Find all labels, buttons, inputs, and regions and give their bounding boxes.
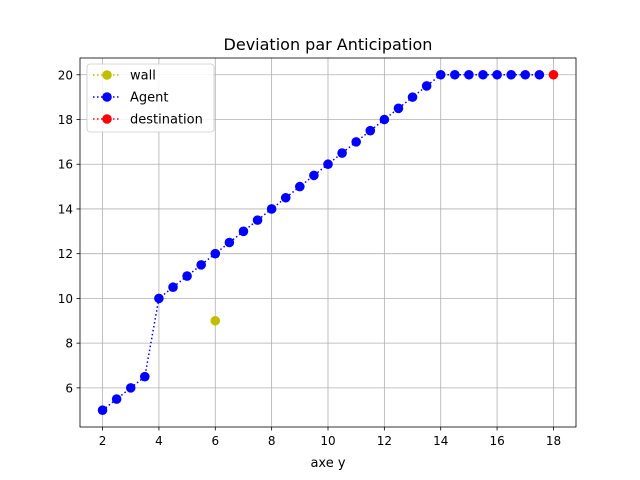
data-point <box>154 293 164 304</box>
legend-item: wall <box>93 69 156 84</box>
data-point <box>224 237 235 248</box>
legend-marker <box>102 70 112 80</box>
data-point <box>534 69 545 80</box>
legend: wall Agent destination <box>86 63 215 133</box>
data-point <box>111 394 122 404</box>
data-point <box>407 92 418 102</box>
data-point <box>196 260 206 270</box>
ticks: 2 4 6 8 10 12 14 16 18 6 8 10 12 14 16 18 20 <box>58 68 561 448</box>
y-tick-label: 16 <box>58 158 73 172</box>
data-point <box>323 159 333 170</box>
data-point <box>210 248 221 259</box>
x-tick-label: 6 <box>211 434 219 448</box>
series-wall <box>210 315 221 326</box>
x-tick-label: 4 <box>155 434 163 448</box>
data-point <box>351 137 361 147</box>
x-tick-label: 2 <box>99 434 107 448</box>
y-tick-label: 12 <box>58 247 73 261</box>
data-point <box>252 215 263 225</box>
data-point <box>379 114 390 125</box>
series-destination <box>548 69 559 80</box>
data-point <box>97 405 108 416</box>
legend-label: wall <box>130 69 156 84</box>
x-tick-label: 16 <box>489 434 504 448</box>
series-line <box>102 74 540 411</box>
legend-label: Agent <box>130 91 168 106</box>
data-point <box>309 170 319 181</box>
data-point <box>464 69 474 80</box>
x-tick-label: 8 <box>268 434 276 448</box>
data-point <box>506 69 516 80</box>
data-point <box>478 69 488 80</box>
data-point <box>266 204 277 214</box>
legend-item: destination <box>93 113 203 128</box>
legend-item: Agent <box>93 91 168 106</box>
data-point <box>365 125 376 136</box>
data-point <box>125 383 136 393</box>
data-point <box>337 148 347 158</box>
data-point <box>450 69 460 80</box>
data-point <box>210 315 221 326</box>
data-point <box>548 69 559 80</box>
data-point <box>140 371 150 382</box>
chart-title: Deviation par Anticipation <box>224 35 433 54</box>
y-tick-label: 14 <box>58 202 73 216</box>
data-point <box>238 226 249 237</box>
legend-box <box>86 63 215 133</box>
x-tick-label: 10 <box>320 434 335 448</box>
y-tick-label: 18 <box>58 113 73 127</box>
series-layer <box>97 69 559 416</box>
data-point <box>168 282 178 293</box>
data-point <box>435 69 446 80</box>
data-point <box>280 192 291 203</box>
data-point <box>520 69 531 80</box>
x-tick-label: 14 <box>433 434 448 448</box>
x-tick-label: 18 <box>546 434 561 448</box>
data-point <box>295 181 305 192</box>
y-tick-label: 6 <box>65 381 73 395</box>
y-tick-label: 8 <box>65 337 73 351</box>
legend-marker <box>102 114 112 124</box>
data-point <box>182 271 192 281</box>
legend-label: destination <box>130 113 203 128</box>
series-agent <box>97 69 545 416</box>
data-point <box>492 69 502 80</box>
y-tick-label: 10 <box>58 292 73 306</box>
x-tick-label: 12 <box>377 434 392 448</box>
x-axis-label: axe y <box>310 456 345 471</box>
data-point <box>421 81 432 91</box>
data-point <box>393 103 404 114</box>
legend-marker <box>102 92 112 102</box>
y-tick-label: 20 <box>58 68 73 82</box>
